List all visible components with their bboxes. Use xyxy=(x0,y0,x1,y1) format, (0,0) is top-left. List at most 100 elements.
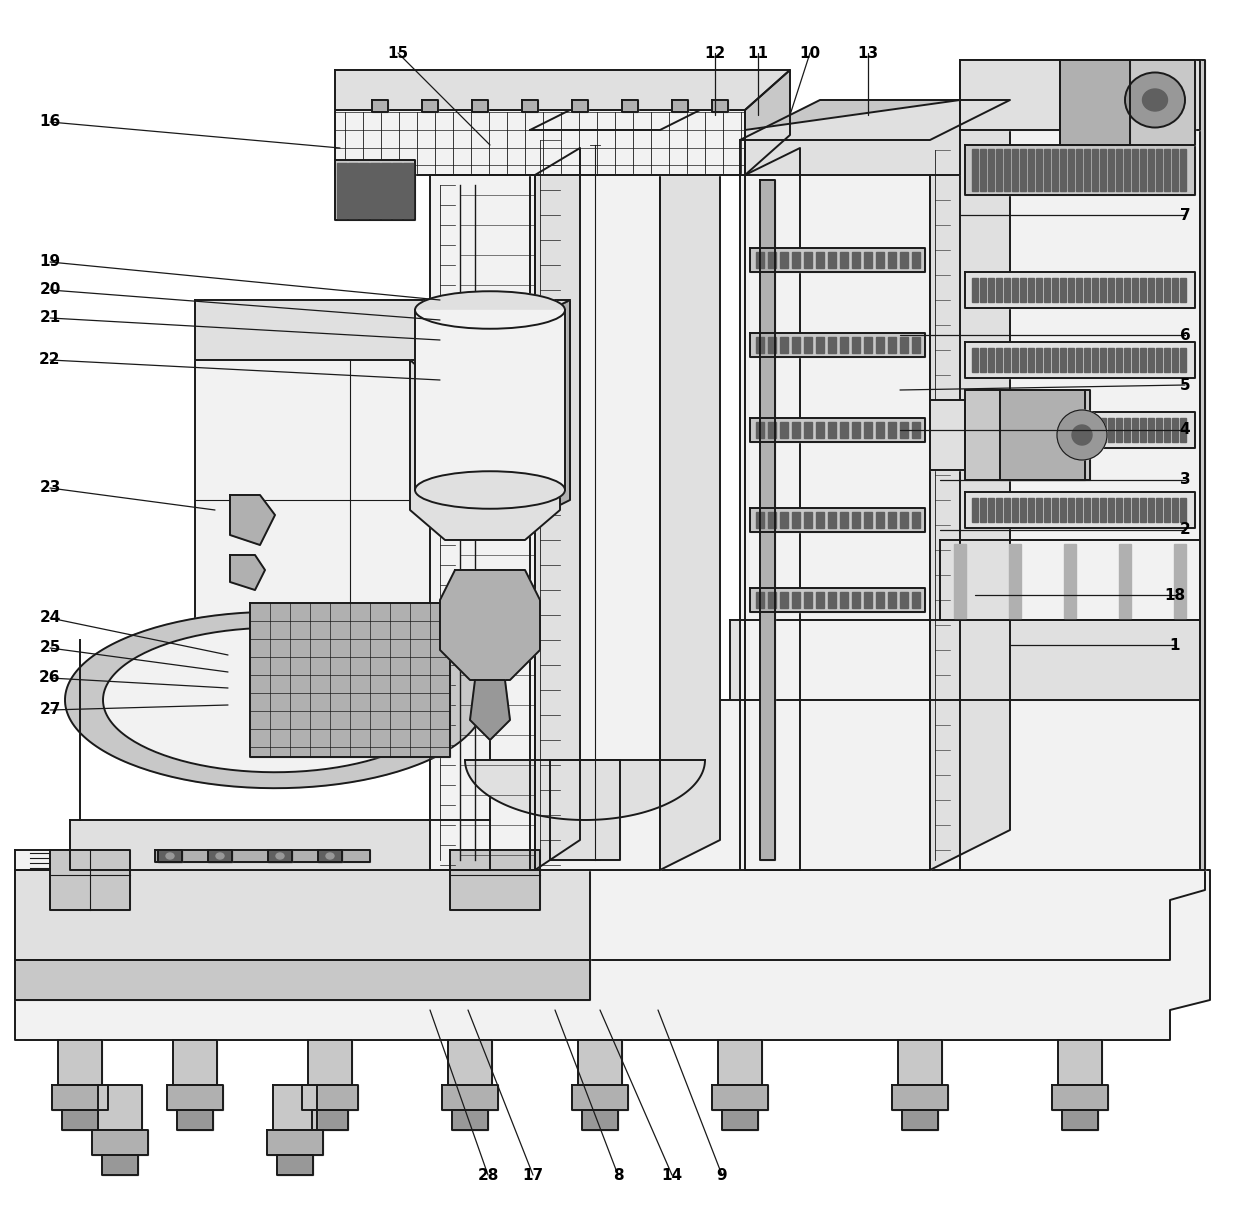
Text: 3: 3 xyxy=(1179,473,1190,487)
Text: 21: 21 xyxy=(40,311,61,325)
Text: 26: 26 xyxy=(40,671,61,686)
Polygon shape xyxy=(1180,418,1185,442)
Polygon shape xyxy=(1012,418,1018,442)
Polygon shape xyxy=(1044,278,1050,302)
Polygon shape xyxy=(1164,149,1171,191)
Polygon shape xyxy=(415,310,565,490)
Polygon shape xyxy=(1084,348,1090,372)
Polygon shape xyxy=(335,110,745,175)
Polygon shape xyxy=(988,278,994,302)
Polygon shape xyxy=(888,337,897,353)
Polygon shape xyxy=(768,592,776,608)
Polygon shape xyxy=(888,251,897,268)
Polygon shape xyxy=(430,175,534,870)
Polygon shape xyxy=(1004,348,1011,372)
Polygon shape xyxy=(1021,149,1025,191)
Polygon shape xyxy=(422,100,438,112)
Polygon shape xyxy=(1148,149,1154,191)
Polygon shape xyxy=(816,251,825,268)
Polygon shape xyxy=(582,1110,618,1130)
Polygon shape xyxy=(1076,418,1083,442)
Polygon shape xyxy=(930,100,1011,870)
Polygon shape xyxy=(1012,498,1018,522)
Polygon shape xyxy=(1092,498,1097,522)
Polygon shape xyxy=(1109,498,1114,522)
Polygon shape xyxy=(103,627,446,773)
Polygon shape xyxy=(1060,498,1066,522)
Polygon shape xyxy=(745,70,790,175)
Text: 4: 4 xyxy=(1179,422,1190,438)
Polygon shape xyxy=(578,1040,622,1084)
Polygon shape xyxy=(1044,418,1050,442)
Polygon shape xyxy=(901,1110,937,1130)
Polygon shape xyxy=(816,422,825,438)
Polygon shape xyxy=(1180,498,1185,522)
Polygon shape xyxy=(1116,278,1122,302)
Polygon shape xyxy=(1109,348,1114,372)
Polygon shape xyxy=(1028,278,1034,302)
Text: 1: 1 xyxy=(1169,637,1180,653)
Polygon shape xyxy=(768,337,776,353)
Polygon shape xyxy=(1035,149,1042,191)
Text: 20: 20 xyxy=(40,283,61,297)
Polygon shape xyxy=(988,418,994,442)
Polygon shape xyxy=(229,555,265,590)
Polygon shape xyxy=(718,1040,763,1084)
Polygon shape xyxy=(534,147,580,870)
Text: 13: 13 xyxy=(857,46,879,60)
Polygon shape xyxy=(712,1084,768,1110)
Polygon shape xyxy=(1164,498,1171,522)
Polygon shape xyxy=(804,337,812,353)
Polygon shape xyxy=(174,1040,217,1084)
Polygon shape xyxy=(337,163,347,218)
Text: 25: 25 xyxy=(40,641,61,655)
Polygon shape xyxy=(1052,1084,1109,1110)
Ellipse shape xyxy=(1142,89,1168,111)
Polygon shape xyxy=(195,300,520,360)
Polygon shape xyxy=(875,337,884,353)
Polygon shape xyxy=(410,360,560,540)
Polygon shape xyxy=(864,422,872,438)
Polygon shape xyxy=(888,422,897,438)
Polygon shape xyxy=(303,1084,358,1110)
Polygon shape xyxy=(888,592,897,608)
Polygon shape xyxy=(792,422,800,438)
Polygon shape xyxy=(430,300,570,320)
Polygon shape xyxy=(1092,278,1097,302)
Polygon shape xyxy=(792,337,800,353)
Polygon shape xyxy=(980,498,986,522)
Polygon shape xyxy=(1060,348,1066,372)
Polygon shape xyxy=(440,569,539,679)
Polygon shape xyxy=(392,163,402,218)
Polygon shape xyxy=(1076,149,1083,191)
Polygon shape xyxy=(1140,498,1146,522)
Polygon shape xyxy=(622,100,639,112)
Polygon shape xyxy=(470,679,510,740)
Polygon shape xyxy=(1100,149,1106,191)
Polygon shape xyxy=(996,348,1002,372)
Polygon shape xyxy=(529,700,1200,870)
Polygon shape xyxy=(804,511,812,528)
Polygon shape xyxy=(1076,348,1083,372)
Polygon shape xyxy=(551,760,620,860)
Polygon shape xyxy=(839,337,848,353)
Polygon shape xyxy=(1180,149,1185,191)
Polygon shape xyxy=(1148,278,1154,302)
Polygon shape xyxy=(448,1040,492,1084)
Polygon shape xyxy=(972,348,978,372)
Polygon shape xyxy=(1164,348,1171,372)
Polygon shape xyxy=(1084,278,1090,302)
Polygon shape xyxy=(1044,498,1050,522)
Text: 15: 15 xyxy=(387,46,408,60)
Text: 17: 17 xyxy=(522,1168,543,1182)
Polygon shape xyxy=(1156,278,1162,302)
Polygon shape xyxy=(816,592,825,608)
Polygon shape xyxy=(999,391,1085,480)
Polygon shape xyxy=(1021,498,1025,522)
Polygon shape xyxy=(1132,348,1138,372)
Polygon shape xyxy=(672,100,688,112)
Text: 2: 2 xyxy=(1179,522,1190,538)
Polygon shape xyxy=(1132,418,1138,442)
Polygon shape xyxy=(1100,418,1106,442)
Polygon shape xyxy=(1156,348,1162,372)
